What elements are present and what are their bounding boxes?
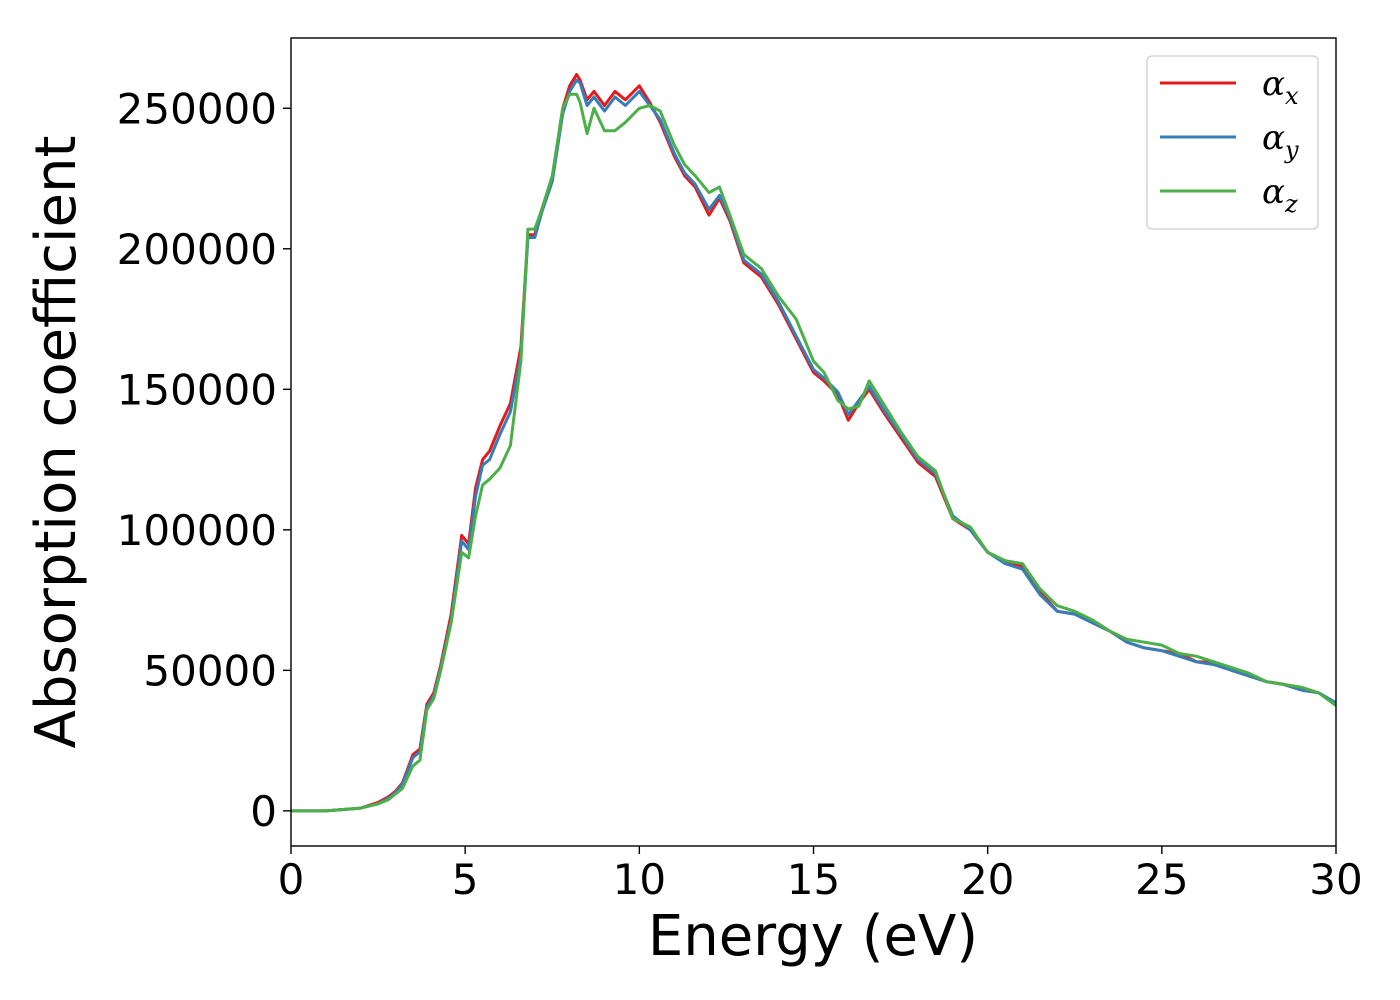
y-tick-label: 250000 xyxy=(117,84,277,133)
x-tick-label: 5 xyxy=(452,855,479,904)
y-axis: 0 50000 100000 150000 200000 250000 xyxy=(117,84,291,836)
legend-label-alpha-z: αz xyxy=(1262,172,1298,218)
y-tick-label: 150000 xyxy=(117,365,277,414)
y-tick-label: 200000 xyxy=(117,225,277,274)
x-tick-label: 20 xyxy=(961,855,1014,904)
x-tick-label: 0 xyxy=(278,855,305,904)
x-tick-label: 30 xyxy=(1309,855,1362,904)
x-tick-label: 25 xyxy=(1135,855,1188,904)
y-axis-label: Absorption coefficient xyxy=(24,136,89,749)
x-axis: 0 5 10 15 20 25 30 xyxy=(278,846,1363,904)
y-tick-label: 50000 xyxy=(143,646,277,695)
legend-label-alpha-y: αy xyxy=(1262,118,1299,164)
x-axis-label: Energy (eV) xyxy=(648,904,978,969)
x-tick-label: 10 xyxy=(613,855,666,904)
y-tick-label: 0 xyxy=(250,787,277,836)
legend: αx αy αz xyxy=(1146,55,1319,230)
legend-label-alpha-x: αx xyxy=(1262,64,1299,110)
y-tick-label: 100000 xyxy=(117,506,277,555)
legend-box xyxy=(1146,55,1319,230)
x-tick-label: 15 xyxy=(787,855,840,904)
series-line-alpha-z xyxy=(291,92,1336,813)
